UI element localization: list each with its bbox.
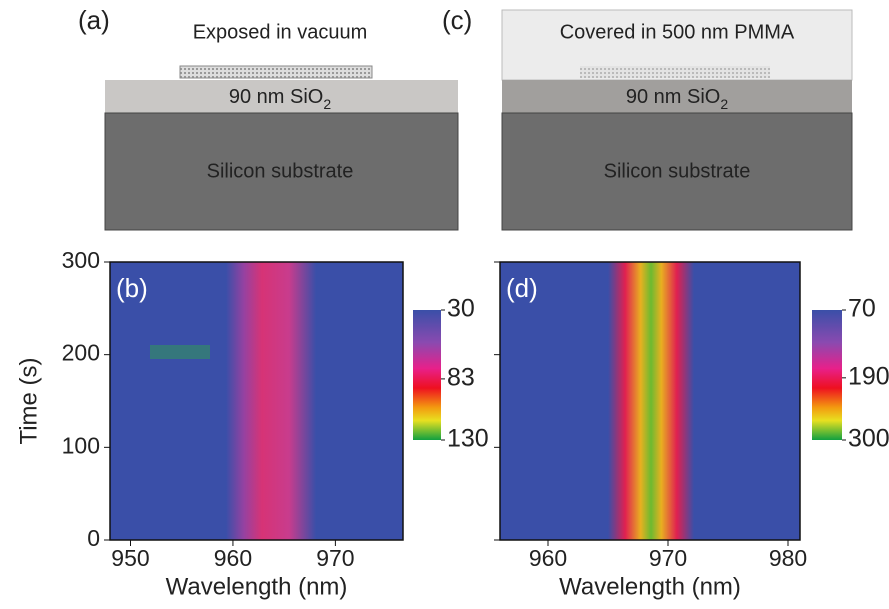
colorbar-tick-label: 300 xyxy=(848,425,889,453)
y-tick-label: 0 xyxy=(87,525,100,551)
plot-frame xyxy=(109,261,404,541)
y-tick-label: 100 xyxy=(62,432,100,458)
heatmap-band xyxy=(226,262,316,540)
panel-label: (b) xyxy=(116,273,148,303)
diagram-title: Covered in 500 nm PMMA xyxy=(560,21,795,43)
y-tick-label: 300 xyxy=(62,247,100,273)
oxide-sub: 2 xyxy=(720,96,728,112)
x-tick-label: 960 xyxy=(214,545,252,571)
x-tick-label: 980 xyxy=(769,545,807,571)
substrate xyxy=(501,112,853,231)
colorbar-tick-label: 130 xyxy=(447,425,489,453)
substrate-label: Silicon substrate xyxy=(604,160,751,182)
oxide-text: 90 nm SiO xyxy=(229,86,323,108)
sample xyxy=(580,66,770,78)
x-tick-label: 960 xyxy=(529,545,567,571)
panel-label: (a) xyxy=(78,5,110,35)
panel-label: (c) xyxy=(442,5,472,35)
x-axis-title: Wavelength (nm) xyxy=(166,573,348,600)
diagram-title: Exposed in vacuum xyxy=(193,21,368,43)
panel-label: (d) xyxy=(506,273,538,303)
colorbar xyxy=(812,310,842,440)
oxide-sub: 2 xyxy=(323,96,331,112)
oxide-layer xyxy=(105,80,458,113)
colorbar-tick-label: 83 xyxy=(447,364,475,392)
colorbar-tick-label: 70 xyxy=(848,295,876,323)
substrate xyxy=(104,112,459,231)
oxide-label: 90 nm SiO2 xyxy=(626,86,728,111)
x-tick-label: 950 xyxy=(111,545,149,571)
colorbar xyxy=(413,310,441,440)
y-axis-title: Time (s) xyxy=(15,357,42,444)
oxide-layer xyxy=(502,80,852,113)
colorbar-tick-label: 190 xyxy=(848,362,889,390)
heatmap-band xyxy=(608,262,694,540)
plot-frame xyxy=(499,261,801,541)
x-axis-title: Wavelength (nm) xyxy=(559,573,741,600)
sample xyxy=(179,65,373,79)
heatmap-streak xyxy=(150,345,210,359)
substrate-label: Silicon substrate xyxy=(207,160,354,182)
colorbar-tick-label: 30 xyxy=(447,295,475,323)
oxide-text: 90 nm SiO xyxy=(626,86,720,108)
oxide-label: 90 nm SiO2 xyxy=(229,86,331,111)
x-tick-label: 970 xyxy=(649,545,687,571)
y-tick-label: 200 xyxy=(62,340,100,366)
x-tick-label: 970 xyxy=(316,545,354,571)
